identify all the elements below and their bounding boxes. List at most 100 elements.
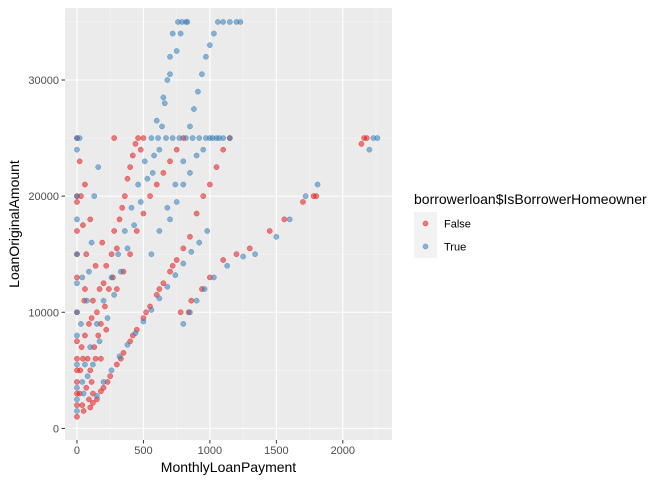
data-point-true [74,408,80,414]
data-point-false [193,210,200,217]
data-point-true [199,71,205,78]
data-point-true [108,367,115,374]
data-point-false [95,332,102,339]
data-point-false [88,379,95,385]
data-point-true [211,274,217,281]
data-point-true [84,373,91,379]
data-point-true [193,297,200,304]
data-point-true [76,135,83,141]
data-point-true [177,30,184,37]
data-point-false [313,193,320,199]
data-point-false [74,402,80,409]
data-point-false [86,396,92,403]
data-point-true [187,170,193,176]
data-point-true [195,88,201,95]
data-point-true [121,228,128,234]
data-point-true [94,393,100,399]
data-point-true [173,48,180,54]
data-point-false [220,146,227,153]
data-point-true [224,262,231,269]
data-point-true [374,135,381,141]
data-point-false [160,280,167,287]
data-point-false [84,355,91,362]
data-point-false [74,338,80,345]
data-point-true [191,106,197,112]
data-point-true [164,77,171,83]
data-point-true [173,199,180,205]
data-point-true [94,321,100,327]
data-point-true [196,239,203,246]
data-point-false [90,297,96,304]
data-point-true [207,135,213,141]
data-point-false [300,199,306,205]
data-point-false [143,309,149,316]
data-point-false [246,245,253,252]
data-point-false [108,251,115,258]
data-point-true [155,135,161,141]
data-point-true [273,233,280,240]
data-point-true [156,295,163,302]
data-point-true [117,268,124,275]
x-tick-label: 1500 [264,445,288,457]
data-point-false [113,286,120,292]
data-point-false [74,228,80,234]
data-point-true [187,123,193,130]
data-point-true [115,251,122,258]
data-point-false [180,245,187,252]
data-point-false [127,164,133,170]
data-point-true [149,170,156,176]
data-point-false [111,135,118,141]
data-point-false [132,141,139,147]
data-point-true [237,19,244,25]
data-point-true [140,318,147,325]
data-point-true [286,216,293,223]
data-point-false [82,286,88,292]
data-point-false [358,141,365,147]
data-point-true [163,135,169,141]
data-point-false [153,181,160,188]
data-point-false [111,228,118,234]
data-point-true [86,268,92,275]
data-point-false [82,332,88,339]
data-point-true [180,181,187,188]
data-point-false [94,309,100,316]
data-point-false [281,216,288,223]
legend-key-false [422,220,429,227]
data-point-true [160,94,167,101]
data-point-false [77,367,84,374]
data-point-true [124,245,131,252]
data-point-false [119,204,126,211]
data-point-true [87,344,94,350]
y-tick-label: 20000 [28,191,59,203]
data-point-true [167,71,173,78]
data-point-false [86,321,92,327]
data-point-true [74,216,80,223]
data-point-true [215,19,221,25]
data-point-true [176,135,183,141]
legend-label-false: False [444,219,471,231]
data-point-true [172,181,179,188]
data-point-true [135,181,141,188]
legend-title: borrowerloan$IsBorrowerHomeowner [414,191,647,207]
data-point-false [80,408,87,414]
data-point-false [177,309,184,316]
data-point-false [98,388,104,395]
data-point-false [207,181,213,188]
data-point-true [180,260,187,267]
data-point-false [103,326,110,333]
data-point-true [172,272,179,278]
data-point-true [96,338,103,345]
data-point-false [169,262,176,269]
data-points [74,19,381,420]
data-point-false [160,170,167,176]
data-point-false [96,286,103,292]
data-point-true [180,321,187,327]
data-point-false [92,355,99,362]
data-point-false [140,210,147,217]
data-point-false [87,404,94,411]
data-point-false [121,193,128,199]
data-point-true [74,332,80,339]
data-point-true [200,146,207,153]
data-point-true [111,291,118,298]
data-point-true [220,135,227,141]
